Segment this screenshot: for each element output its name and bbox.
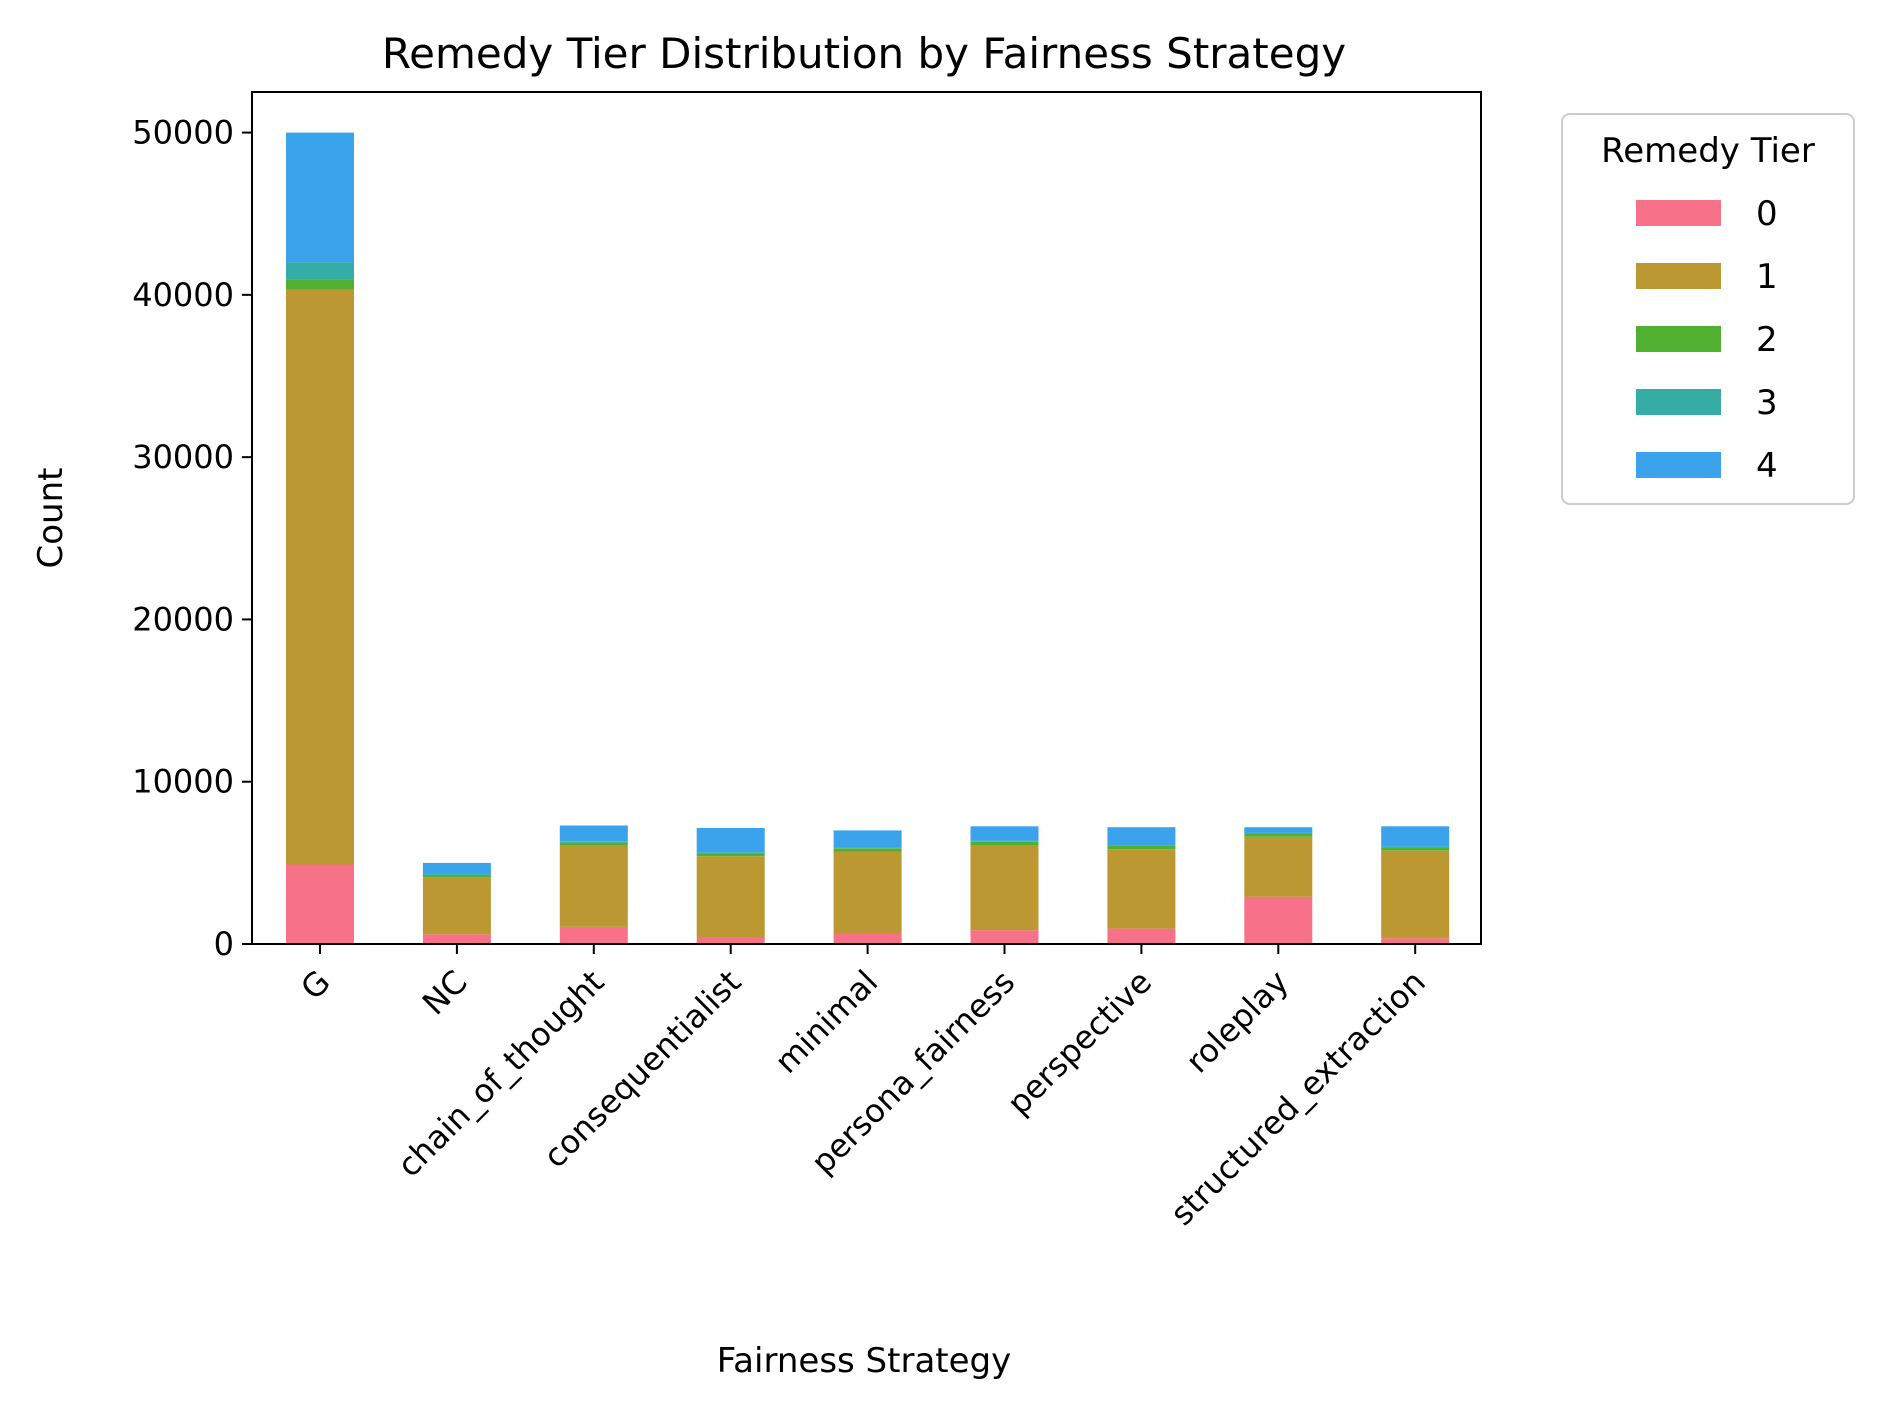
y-tick-label: 40000 (132, 276, 234, 314)
bar-persona_fairness-tier-2 (970, 841, 1039, 845)
x-axis-label: Fairness Strategy (717, 1341, 1011, 1381)
legend-label-0: 0 (1756, 194, 1778, 234)
x-tick-label-structured_extraction: structured_extraction (1163, 963, 1433, 1233)
legend-swatch-2 (1636, 326, 1721, 352)
bar-G-tier-3 (286, 262, 354, 280)
chart-title: Remedy Tier Distribution by Fairness Str… (382, 29, 1346, 78)
bar-minimal-tier-3 (833, 847, 902, 849)
x-tick-label-minimal: minimal (767, 963, 885, 1081)
bar-perspective-tier-4 (1107, 827, 1176, 846)
y-tick-label: 0 (214, 925, 234, 963)
bar-consequentialist-tier-2 (696, 853, 765, 857)
bar-structured_extraction-tier-2 (1381, 847, 1450, 851)
plot-frame (251, 91, 1482, 945)
y-axis: 0 10000 20000 30000 40000 50000 (132, 114, 252, 963)
bar-structured_extraction-tier-1 (1381, 850, 1450, 939)
x-tick-label-NC: NC (415, 963, 475, 1023)
bar-chain_of_thought-tier-1 (559, 845, 628, 927)
bar-perspective-tier-0 (1107, 928, 1176, 944)
bar-chain_of_thought-tier-3 (559, 841, 628, 843)
legend-frame (1561, 113, 1855, 505)
bar-chain_of_thought-tier-4 (559, 825, 628, 842)
x-tick-label-perspective: perspective (1000, 963, 1159, 1122)
y-tick-label: 10000 (132, 763, 234, 801)
legend-swatch-4 (1636, 452, 1721, 478)
bar-roleplay-tier-0 (1244, 896, 1313, 944)
bar-G-tier-1 (286, 290, 354, 865)
bar-minimal-tier-2 (833, 848, 902, 852)
bar-perspective-tier-1 (1107, 849, 1176, 929)
bar-minimal-tier-0 (833, 933, 902, 944)
bar-roleplay-tier-1 (1244, 836, 1313, 897)
legend-label-4: 4 (1756, 446, 1778, 486)
bar-NC-tier-0 (422, 934, 491, 944)
bar-persona_fairness-tier-4 (970, 826, 1039, 841)
bar-consequentialist-tier-4 (696, 828, 765, 853)
bars-group (286, 132, 1450, 944)
bar-G-tier-0 (286, 864, 354, 944)
legend-swatch-0 (1636, 200, 1721, 226)
x-tick-label-G: G (293, 963, 337, 1007)
bar-persona_fairness-tier-0 (970, 930, 1039, 944)
bar-chain_of_thought-tier-2 (559, 842, 628, 846)
bar-minimal-tier-1 (833, 851, 902, 934)
bar-persona_fairness-tier-1 (970, 845, 1039, 931)
legend-title: Remedy Tier (1601, 131, 1815, 171)
bar-structured_extraction-tier-3 (1381, 846, 1450, 848)
y-tick-label: 20000 (132, 600, 234, 638)
legend-label-1: 1 (1756, 257, 1778, 297)
bar-G-tier-2 (286, 279, 354, 290)
bar-NC-tier-2 (422, 875, 491, 878)
bar-roleplay-tier-2 (1244, 833, 1313, 837)
bar-perspective-tier-2 (1107, 845, 1176, 849)
bar-NC-tier-3 (422, 874, 491, 875)
bar-structured_extraction-tier-0 (1381, 938, 1450, 944)
x-tick-label-roleplay: roleplay (1178, 963, 1296, 1081)
legend-swatch-1 (1636, 263, 1721, 289)
legend-items: 0 1 2 3 4 (1636, 194, 1778, 486)
y-axis-label: Count (31, 468, 71, 569)
legend-label-2: 2 (1756, 320, 1778, 360)
bar-consequentialist-tier-1 (696, 856, 765, 938)
bar-consequentialist-tier-3 (696, 852, 765, 854)
bar-NC-tier-1 (422, 877, 491, 935)
legend-label-3: 3 (1756, 383, 1778, 423)
bar-G-tier-4 (286, 132, 354, 263)
y-tick-label: 50000 (132, 114, 234, 152)
bar-consequentialist-tier-0 (696, 937, 765, 944)
y-tick-label: 30000 (132, 438, 234, 476)
bar-perspective-tier-3 (1107, 845, 1176, 846)
bar-chain_of_thought-tier-0 (559, 927, 628, 944)
legend: Remedy Tier 0 1 2 3 4 (1561, 113, 1855, 505)
bar-roleplay-tier-4 (1244, 827, 1313, 833)
bar-NC-tier-4 (422, 862, 491, 875)
bar-minimal-tier-4 (833, 830, 902, 848)
bar-roleplay-tier-3 (1244, 832, 1313, 834)
bar-structured_extraction-tier-4 (1381, 826, 1450, 847)
legend-swatch-3 (1636, 389, 1721, 415)
bar-persona_fairness-tier-3 (970, 840, 1039, 842)
